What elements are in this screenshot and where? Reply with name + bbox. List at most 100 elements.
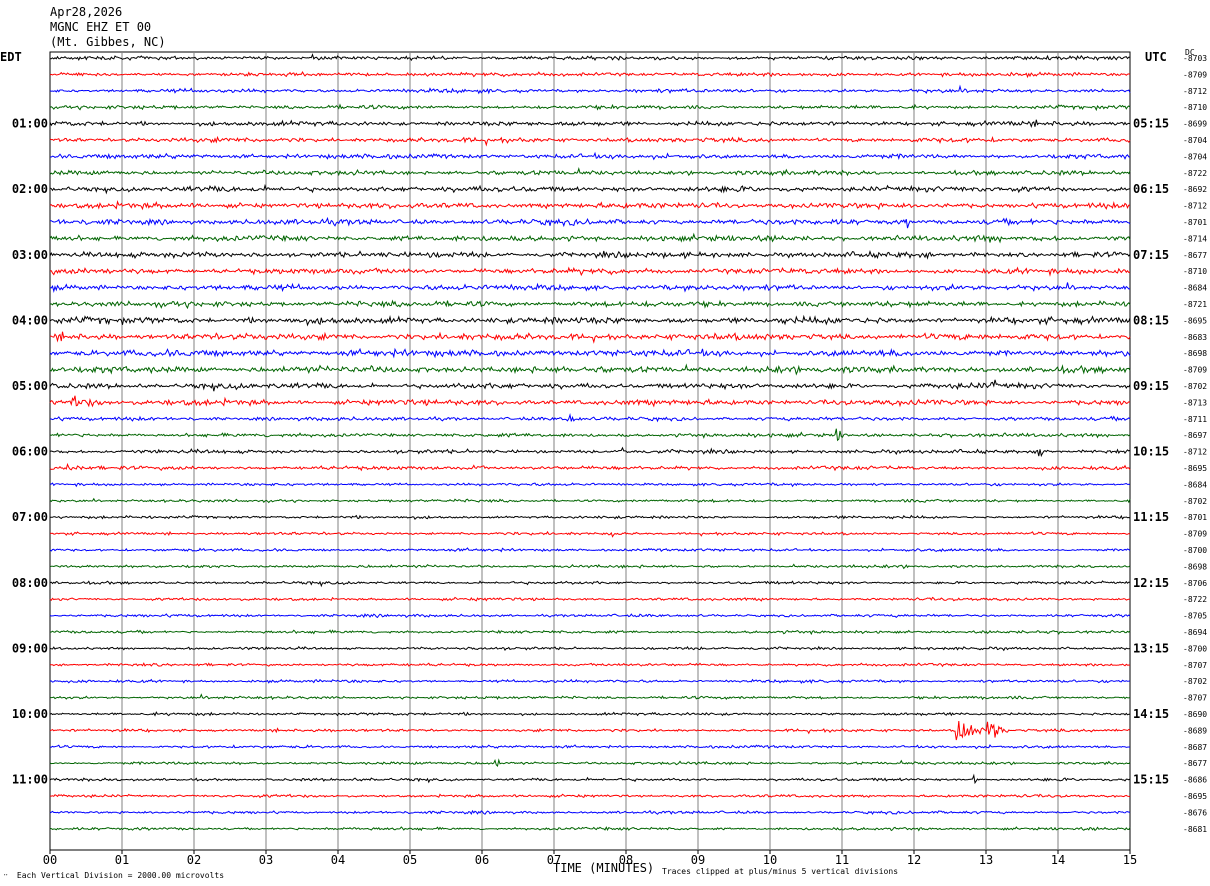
x-tick-label: 05 <box>403 853 417 867</box>
dc-offset-label: -8702 <box>1183 382 1207 391</box>
dc-offset-label: -8686 <box>1183 776 1207 785</box>
seismic-trace <box>49 347 1131 359</box>
dc-offset-label: -8681 <box>1183 825 1207 834</box>
edt-hour-label: 08:00 <box>12 576 48 590</box>
x-tick-label: 14 <box>1051 853 1065 867</box>
utc-hour-label: 06:15 <box>1133 182 1169 196</box>
dc-offset-label: -8690 <box>1183 710 1207 719</box>
seismic-trace <box>49 314 1131 327</box>
seismic-trace <box>49 580 1131 588</box>
edt-hour-label: 04:00 <box>12 313 48 327</box>
dc-offset-label: -8697 <box>1183 431 1207 440</box>
dc-offset-label: -8707 <box>1183 661 1207 670</box>
seismic-trace <box>49 629 1131 636</box>
seismic-trace <box>49 547 1131 553</box>
dc-offset-label: -8698 <box>1183 349 1207 358</box>
dc-offset-label: -8701 <box>1183 218 1207 227</box>
seismic-trace <box>49 793 1131 799</box>
edt-hour-label: 09:00 <box>12 641 48 655</box>
dc-offset-label: -8684 <box>1183 480 1207 489</box>
x-tick-label: 12 <box>907 853 921 867</box>
seismic-trace <box>49 563 1131 570</box>
dc-offset-label: -8689 <box>1183 726 1207 735</box>
dc-offset-label: -8702 <box>1183 497 1207 506</box>
seismic-trace <box>49 331 1131 344</box>
seismic-trace <box>49 84 1131 95</box>
seismic-trace <box>49 758 1131 767</box>
dc-offset-label: -8676 <box>1183 808 1207 817</box>
dc-offset-label: -8700 <box>1183 546 1207 555</box>
edt-hour-label: 06:00 <box>12 445 48 459</box>
seismic-trace <box>49 497 1131 504</box>
dc-offset-label: -8712 <box>1183 448 1207 457</box>
seismic-trace <box>49 183 1131 195</box>
dc-offset-label: -8695 <box>1183 792 1207 801</box>
seismic-trace <box>50 53 1131 62</box>
edt-hour-label: 11:00 <box>12 773 48 787</box>
dc-offset-label: -8709 <box>1183 70 1207 79</box>
dc-offset-label: -8703 <box>1183 54 1207 63</box>
seismic-trace <box>49 773 1131 785</box>
dc-offset-label: -8677 <box>1183 759 1207 768</box>
date-label: Apr28,2026 <box>50 5 123 19</box>
dc-offset-label: -8712 <box>1183 202 1207 211</box>
edt-hour-label: 05:00 <box>12 379 48 393</box>
dc-offset-label: -8722 <box>1183 595 1207 604</box>
x-tick-label: 09 <box>691 853 705 867</box>
dc-offset-label: -8721 <box>1183 300 1207 309</box>
utc-hour-label: 12:15 <box>1133 576 1169 590</box>
seismic-trace <box>49 119 1131 129</box>
seismic-trace <box>49 744 1130 750</box>
seismic-trace <box>49 482 1131 488</box>
utc-hour-label: 11:15 <box>1133 510 1169 524</box>
dc-offset-label: -8704 <box>1183 136 1207 145</box>
seismic-trace <box>49 662 1131 668</box>
dc-offset-label: -8706 <box>1183 579 1207 588</box>
scale-footnote: ᠃ Each Vertical Division = 2000.00 micro… <box>2 867 224 881</box>
dc-offset-label: -8684 <box>1183 284 1207 293</box>
dc-offset-label: -8705 <box>1183 612 1207 621</box>
seismic-trace <box>49 166 1131 177</box>
utc-hour-label: 07:15 <box>1133 248 1169 262</box>
seismic-trace <box>49 711 1131 717</box>
x-tick-label: 06 <box>475 853 489 867</box>
seismic-trace <box>49 363 1131 376</box>
x-tick-label: 04 <box>331 853 345 867</box>
dc-offset-label: -8709 <box>1183 366 1207 375</box>
dc-offset-label: -8695 <box>1183 316 1207 325</box>
x-tick-label: 03 <box>259 853 273 867</box>
seismic-trace <box>50 216 1131 229</box>
edt-hour-label: 01:00 <box>12 117 48 131</box>
seismic-trace <box>49 135 1131 147</box>
seismic-trace <box>49 282 1131 294</box>
seismic-trace <box>49 266 1131 277</box>
dc-offset-label: -8683 <box>1183 333 1207 342</box>
dc-offset-label: -8713 <box>1183 398 1207 407</box>
x-tick-label: 02 <box>187 853 201 867</box>
scale-footnote-text: Each Vertical Division = 2000.00 microvo… <box>16 871 225 880</box>
seismic-trace <box>49 645 1131 652</box>
dc-offset-label: -8710 <box>1183 103 1207 112</box>
seismic-trace <box>49 232 1131 244</box>
dc-offset-label: -8677 <box>1183 251 1207 260</box>
dc-offset-label: -8687 <box>1183 743 1207 752</box>
seismic-trace <box>49 379 1131 392</box>
location-label: (Mt. Gibbes, NC) <box>50 35 166 49</box>
utc-hour-label: 10:15 <box>1133 445 1169 459</box>
edt-hour-label: 03:00 <box>12 248 48 262</box>
seismic-trace <box>49 809 1131 816</box>
dc-offset-label: -8698 <box>1183 562 1207 571</box>
dc-offset-label: -8711 <box>1183 415 1207 424</box>
left-timezone-label: EDT <box>0 50 22 64</box>
dc-offset-label: -8694 <box>1183 628 1207 637</box>
seismic-trace <box>49 514 1131 521</box>
seismic-trace <box>49 826 1131 832</box>
dc-offset-label: -8700 <box>1183 644 1207 653</box>
x-tick-label: 15 <box>1123 853 1137 867</box>
seismic-trace <box>49 199 1131 211</box>
station-label: MGNC EHZ ET 00 <box>50 20 152 34</box>
dc-offset-label: -8710 <box>1183 267 1207 276</box>
seismic-trace <box>49 413 1131 423</box>
dc-offset-label: -8722 <box>1183 169 1207 178</box>
